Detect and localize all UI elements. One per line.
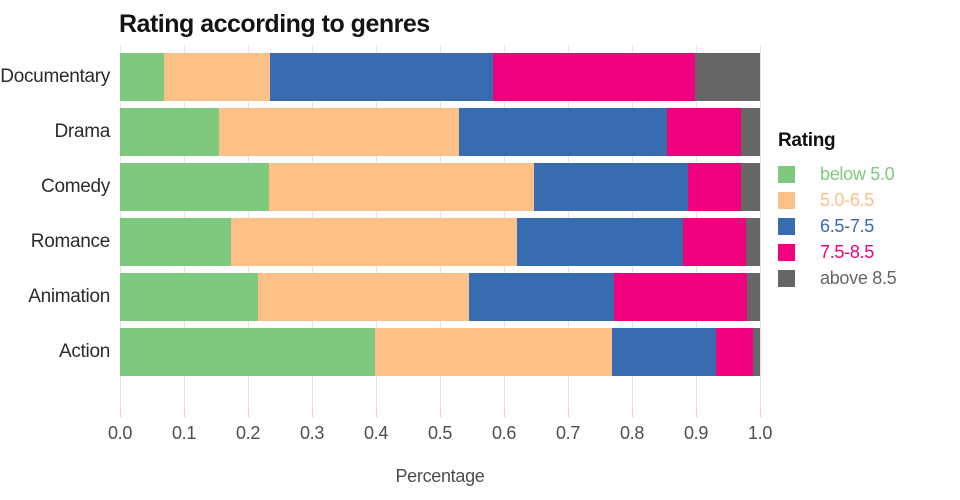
legend-swatch-icon (778, 217, 795, 235)
bar-segment (120, 163, 270, 211)
legend-label: above 8.5 (820, 267, 897, 288)
x-tick-label: 0.7 (555, 423, 581, 443)
x-tick-label: 0.9 (683, 423, 709, 443)
category-label: Animation (28, 286, 110, 307)
tick-mark (504, 410, 505, 417)
x-tick-label: 0.2 (235, 423, 261, 443)
bar-row-action (120, 328, 760, 376)
x-tick-label: 0.4 (363, 423, 389, 443)
legend-item: 7.5-8.5 (778, 239, 953, 265)
bar-row-documentary (120, 53, 760, 101)
bar-segment (468, 273, 615, 321)
bar-segment (683, 218, 746, 266)
x-tick-label: 0.8 (619, 423, 645, 443)
tick-mark (376, 410, 377, 417)
plot-area (120, 45, 761, 410)
tick-mark (120, 410, 121, 417)
legend-title: Rating (778, 130, 836, 151)
x-axis-title: Percentage (395, 466, 485, 486)
bar-segment (715, 328, 753, 376)
bar-segment (694, 53, 760, 101)
chart-title: Rating according to genres (119, 10, 430, 38)
tick-mark (696, 410, 697, 417)
x-tick-label: 0.5 (427, 423, 453, 443)
tick-mark (440, 410, 441, 417)
legend-item: above 8.5 (778, 265, 953, 291)
tick-mark (632, 410, 633, 417)
bar-row-comedy (120, 163, 760, 211)
bar-segment (120, 218, 231, 266)
legend-swatch-icon (778, 165, 795, 183)
category-label: Documentary (0, 66, 110, 87)
bar-segment (374, 328, 612, 376)
category-label: Romance (30, 231, 111, 252)
legend: Rating below 5.0 5.0-6.5 6.5-7.5 7.5-8.5 abo… (778, 130, 953, 291)
legend-item: below 5.0 (778, 161, 953, 187)
bar-segment (516, 218, 684, 266)
tick-mark (312, 410, 313, 417)
legend-label: 6.5-7.5 (820, 215, 874, 236)
bar-segment (740, 163, 760, 211)
bar-segment (269, 163, 535, 211)
legend-label: 5.0-6.5 (820, 189, 874, 210)
bar-segment (459, 108, 668, 156)
tick-mark (248, 410, 249, 417)
category-label: Comedy (41, 176, 110, 197)
legend-item: 6.5-7.5 (778, 213, 953, 239)
bar-segment (611, 328, 716, 376)
x-tick-label: 0.3 (299, 423, 325, 443)
bar-segment (258, 273, 469, 321)
tick-mark (568, 410, 569, 417)
legend-swatch-icon (778, 243, 795, 261)
category-label: Action (58, 341, 110, 362)
bar-segment (614, 273, 747, 321)
bar-segment (745, 218, 760, 266)
gridline (760, 45, 761, 410)
bar-segment (746, 273, 760, 321)
bar-segment (120, 53, 164, 101)
bar-segment (120, 328, 375, 376)
legend-items: below 5.0 5.0-6.5 6.5-7.5 7.5-8.5 above 8.5 (778, 161, 953, 291)
bar-segment (752, 328, 760, 376)
bar-segment (219, 108, 460, 156)
bar-row-drama (120, 108, 760, 156)
bar-segment (120, 108, 220, 156)
bar-row-romance (120, 218, 760, 266)
x-tick-label: 0.0 (107, 423, 133, 443)
tick-mark (760, 410, 761, 417)
x-tick-label: 0.6 (491, 423, 517, 443)
x-tick-label: 1.0 (747, 423, 773, 443)
bar-segment (120, 273, 259, 321)
category-label: Drama (54, 121, 110, 142)
legend-swatch-icon (778, 269, 795, 287)
legend-item: 5.0-6.5 (778, 187, 953, 213)
x-tick-label: 0.1 (171, 423, 197, 443)
bar-segment (534, 163, 688, 211)
bar-segment (493, 53, 695, 101)
tick-mark (184, 410, 185, 417)
bar-segment (740, 108, 760, 156)
bar-row-animation (120, 273, 760, 321)
bar-segment (163, 53, 271, 101)
bar-segment (687, 163, 741, 211)
legend-label: below 5.0 (820, 163, 895, 184)
bar-segment (667, 108, 741, 156)
bar-segment (270, 53, 494, 101)
legend-swatch-icon (778, 191, 795, 209)
bar-segment (230, 218, 517, 266)
legend-label: 7.5-8.5 (820, 241, 874, 262)
